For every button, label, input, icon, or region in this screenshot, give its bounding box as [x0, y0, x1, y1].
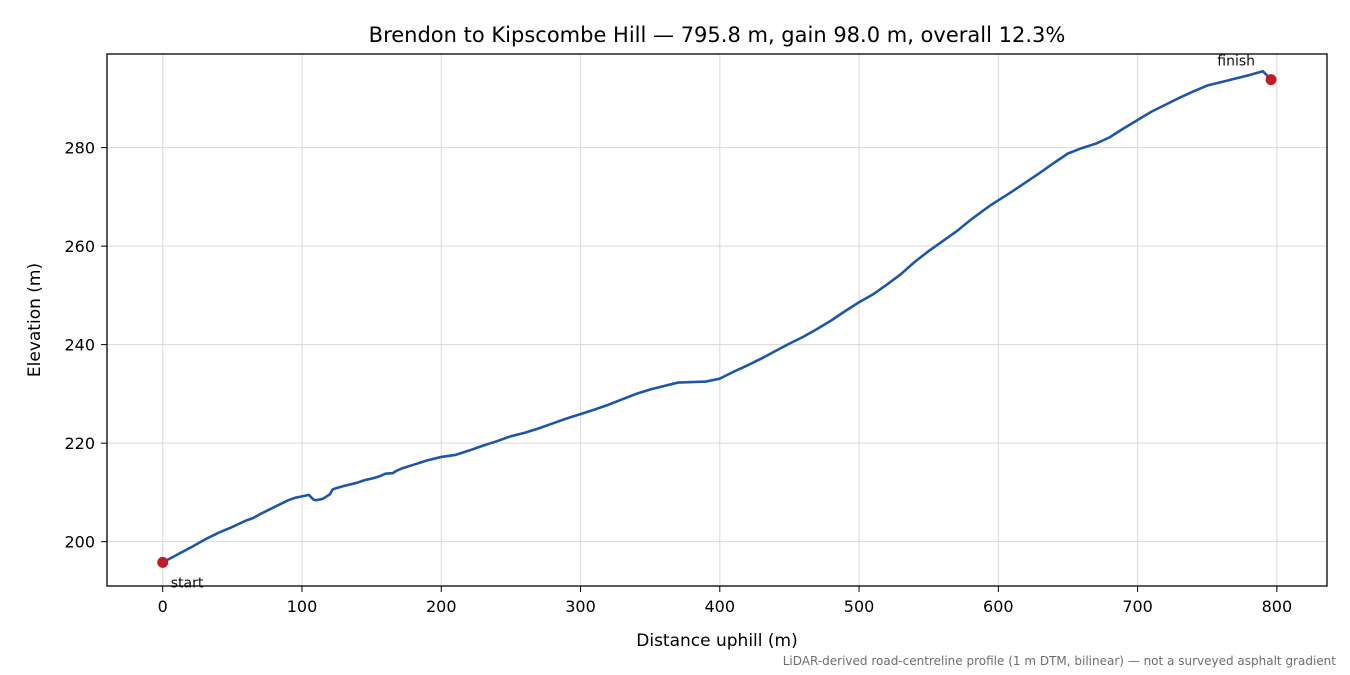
y-tick-label: 240 — [64, 336, 95, 355]
y-axis-label: Elevation (m) — [25, 263, 45, 377]
finish-point-marker — [1265, 74, 1277, 86]
axis-ticks: 0 100 200 300 400 500 600 700 800 200 220 240 260 280 — [64, 139, 1292, 616]
x-tick-label: 300 — [565, 597, 596, 616]
x-tick-label: 500 — [844, 597, 875, 616]
x-tick-label: 600 — [983, 597, 1014, 616]
x-tick-label: 800 — [1262, 597, 1293, 616]
y-tick-label: 200 — [64, 533, 95, 552]
start-point-marker — [157, 556, 169, 568]
x-tick-label: 0 — [158, 597, 168, 616]
x-tick-label: 100 — [287, 597, 318, 616]
gridlines — [107, 54, 1327, 586]
plot-frame — [106, 53, 1328, 587]
start-label: start — [171, 575, 204, 591]
x-tick-label: 200 — [426, 597, 457, 616]
finish-label: finish — [1217, 54, 1255, 70]
y-tick-label: 220 — [64, 434, 95, 453]
elevation-profile-line — [161, 69, 1273, 564]
x-tick-label: 400 — [705, 597, 736, 616]
x-tick-label: 700 — [1122, 597, 1153, 616]
footnote: LiDAR-derived road-centreline profile (1… — [783, 654, 1337, 668]
chart-title: Brendon to Kipscombe Hill — 795.8 m, gai… — [369, 23, 1066, 47]
y-tick-label: 280 — [64, 139, 95, 158]
x-axis-label: Distance uphill (m) — [636, 631, 797, 651]
y-tick-label: 260 — [64, 237, 95, 256]
series-layer — [161, 69, 1273, 564]
endpoint-markers: start finish — [157, 54, 1277, 591]
